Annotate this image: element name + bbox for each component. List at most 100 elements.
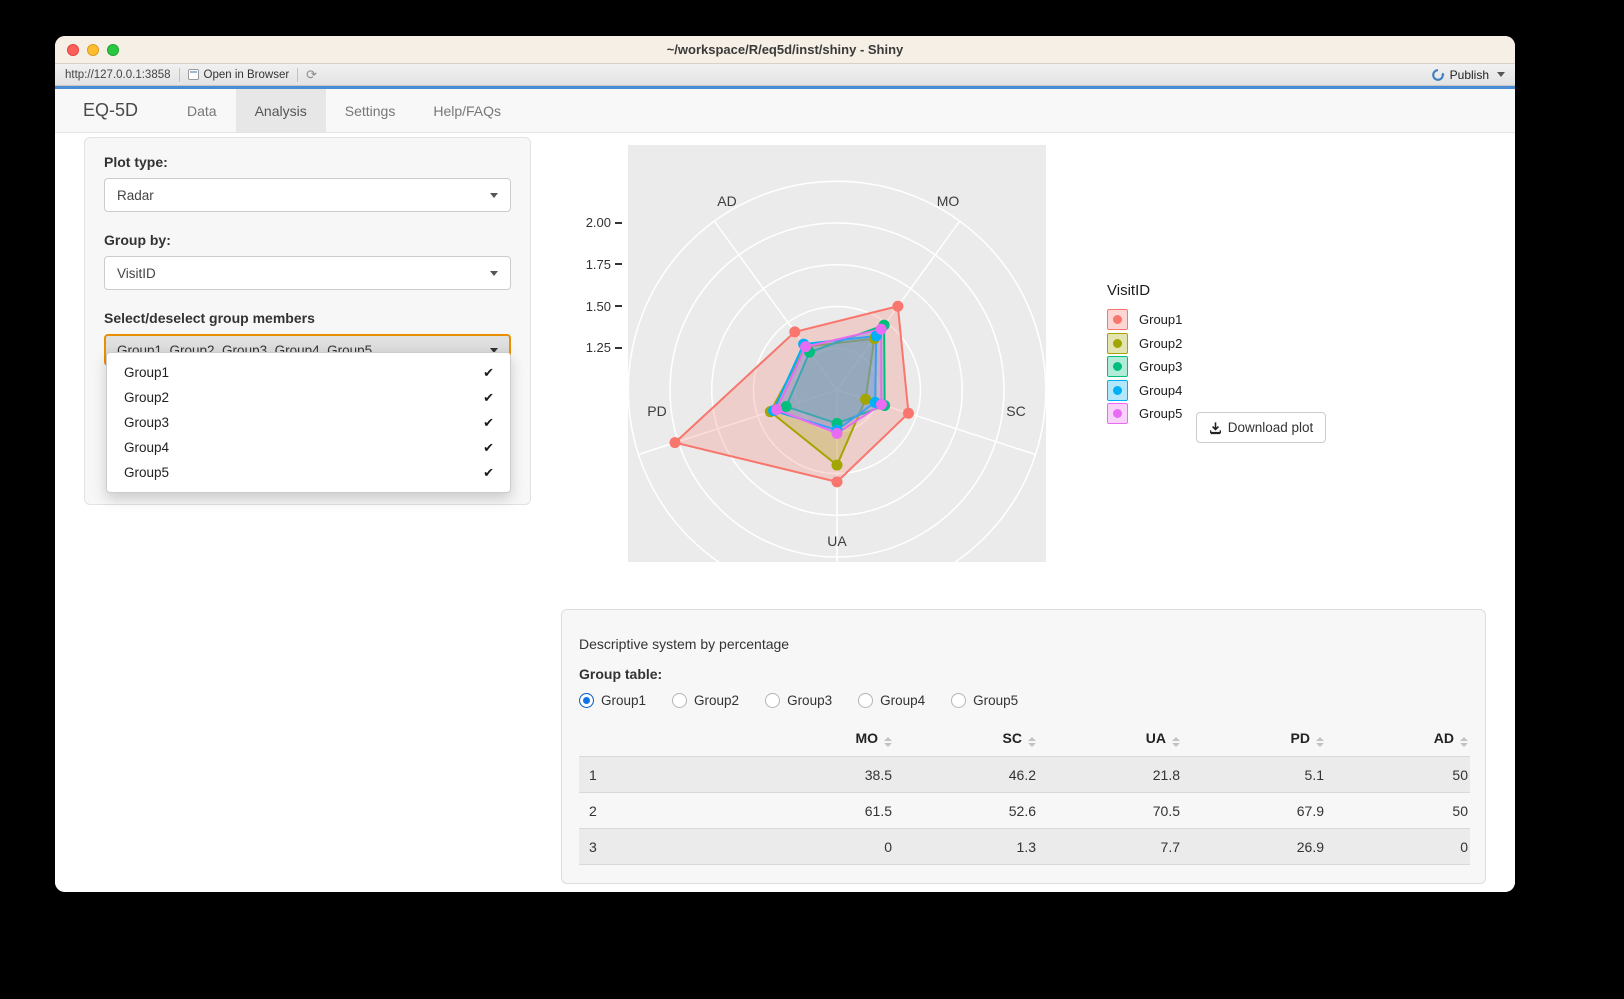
url-text[interactable]: http://127.0.0.1:3858 xyxy=(65,68,171,81)
chevron-down-icon xyxy=(490,192,498,198)
checkmark-icon: ✔ xyxy=(483,389,494,405)
svg-text:UA: UA xyxy=(827,533,847,549)
close-window-button[interactable] xyxy=(67,44,79,56)
window-title: ~/workspace/R/eq5d/inst/shiny - Shiny xyxy=(666,42,904,57)
minimize-window-button[interactable] xyxy=(87,44,99,56)
sort-icon xyxy=(1460,737,1468,747)
legend-item-group4: Group4 xyxy=(1107,379,1182,401)
table-row: 1 38.5 46.2 21.8 5.1 50 xyxy=(579,756,1470,793)
tab-settings[interactable]: Settings xyxy=(344,102,396,119)
svg-text:SC: SC xyxy=(1006,403,1025,419)
dropdown-item-group4[interactable]: Group4 ✔ xyxy=(124,439,494,456)
svg-text:PD: PD xyxy=(647,403,666,419)
chevron-down-icon xyxy=(490,270,498,276)
dropdown-item-group5[interactable]: Group5 ✔ xyxy=(124,464,494,481)
radio-selected-icon xyxy=(579,693,594,708)
download-plot-button[interactable]: Download plot xyxy=(1196,412,1326,443)
navbar-brand[interactable]: EQ-5D xyxy=(83,100,139,120)
app-window: ~/workspace/R/eq5d/inst/shiny - Shiny ht… xyxy=(55,36,1515,892)
table-corner-header xyxy=(579,724,750,757)
sort-icon xyxy=(1172,737,1180,747)
checkmark-icon: ✔ xyxy=(483,364,494,380)
radar-chart: MO SC UA PD AD xyxy=(628,180,1046,562)
column-header-ua[interactable]: UA xyxy=(1038,724,1182,757)
chart-legend: VisitID Group1 Group2 Group3 Group4 Group5 xyxy=(1107,282,1182,427)
download-icon xyxy=(1209,421,1221,434)
table-cell: 67.9 xyxy=(1182,792,1326,829)
publish-button[interactable]: Publish xyxy=(1431,68,1505,82)
plot-type-select[interactable]: Radar xyxy=(104,178,511,212)
group-table-radio-group4[interactable]: Group4 xyxy=(858,693,925,708)
dropdown-item-group1[interactable]: Group1 ✔ xyxy=(124,364,494,381)
legend-item-group3: Group3 xyxy=(1107,356,1182,377)
table-cell: 46.2 xyxy=(894,756,1038,793)
app-navbar: EQ-5D Data Analysis Settings Help/FAQs xyxy=(55,89,1515,133)
legend-item-group5: Group5 xyxy=(1107,403,1182,424)
legend-swatch xyxy=(1107,403,1128,424)
dropdown-item-group3[interactable]: Group3 ✔ xyxy=(124,414,494,431)
tab-analysis[interactable]: Analysis xyxy=(235,89,326,132)
legend-swatch xyxy=(1107,379,1128,401)
descriptive-table-panel: Descriptive system by percentage Group t… xyxy=(561,609,1486,884)
publish-swirl-icon xyxy=(1431,68,1445,81)
sort-icon xyxy=(1316,737,1324,747)
radial-axis-tick: 2.00 xyxy=(552,215,622,230)
reload-icon[interactable]: ⟳ xyxy=(306,66,318,82)
row-header: 2 xyxy=(579,792,750,829)
group-table-radio-group3[interactable]: Group3 xyxy=(765,693,832,708)
column-header-mo[interactable]: MO xyxy=(750,724,894,757)
legend-item-group2: Group2 xyxy=(1107,332,1182,354)
group-table-label: Group table: xyxy=(579,666,663,682)
table-cell: 0 xyxy=(750,828,894,865)
plot-type-label: Plot type: xyxy=(104,154,168,170)
open-in-browser-button[interactable]: Open in Browser xyxy=(187,69,289,81)
percentage-table: MO SC UA PD AD 1 38.5 46.2 21.8 5.1 50 2 61.5 52.6 70… xyxy=(579,724,1470,865)
dropdown-item-group2[interactable]: Group2 ✔ xyxy=(124,389,494,406)
radial-axis-tick: 1.25 xyxy=(552,340,622,355)
radar-chart-panel: MO SC UA PD AD xyxy=(628,145,1046,562)
table-cell: 52.6 xyxy=(894,792,1038,829)
checkmark-icon: ✔ xyxy=(483,464,494,480)
chevron-down-icon xyxy=(490,347,498,353)
legend-item-group1: Group1 xyxy=(1107,309,1182,330)
group-members-dropdown-menu: Group1 ✔ Group2 ✔ Group3 ✔ Group4 ✔ Group5 ✔ xyxy=(106,352,511,493)
browser-window-icon xyxy=(187,69,199,80)
browser-toolbar: http://127.0.0.1:3858 Open in Browser ⟳ … xyxy=(55,64,1515,86)
sort-icon xyxy=(884,737,892,747)
group-by-select[interactable]: VisitID xyxy=(104,256,511,290)
toolbar-divider xyxy=(297,67,299,82)
toolbar-divider xyxy=(178,67,180,82)
table-cell: 21.8 xyxy=(1038,756,1182,793)
zoom-window-button[interactable] xyxy=(107,44,119,56)
group-table-radio-group1[interactable]: Group1 xyxy=(579,693,646,708)
table-cell: 50 xyxy=(1326,792,1470,829)
page-content: Plot type: Radar Group by: VisitID Selec… xyxy=(55,133,1515,891)
table-cell: 50 xyxy=(1326,756,1470,793)
radar-series-group2 xyxy=(769,337,876,467)
table-row: 3 0 1.3 7.7 26.9 0 xyxy=(579,828,1470,865)
radio-icon xyxy=(951,693,967,708)
column-header-pd[interactable]: PD xyxy=(1182,724,1326,757)
legend-swatch xyxy=(1107,332,1128,354)
radio-icon xyxy=(672,693,688,708)
tab-data[interactable]: Data xyxy=(187,102,217,119)
table-cell: 61.5 xyxy=(750,792,894,829)
table-cell: 5.1 xyxy=(1182,756,1326,793)
group-table-radio-group2[interactable]: Group2 xyxy=(672,693,739,708)
column-header-sc[interactable]: SC xyxy=(894,724,1038,757)
group-table-radio-group5[interactable]: Group5 xyxy=(951,693,1018,708)
table-cell: 0 xyxy=(1326,828,1470,865)
group-by-label: Group by: xyxy=(104,232,171,248)
radial-axis-tick: 1.50 xyxy=(552,299,622,314)
checkmark-icon: ✔ xyxy=(483,414,494,430)
radar-series-group5 xyxy=(775,327,883,435)
table-cell: 1.3 xyxy=(894,828,1038,865)
column-header-ad[interactable]: AD xyxy=(1326,724,1470,757)
table-cell: 26.9 xyxy=(1182,828,1326,865)
tab-help-faqs[interactable]: Help/FAQs xyxy=(433,102,502,119)
legend-swatch xyxy=(1107,309,1128,330)
group-members-label: Select/deselect group members xyxy=(104,310,315,326)
sort-icon xyxy=(1028,737,1036,747)
radial-axis-tick: 1.75 xyxy=(552,257,622,272)
row-header: 3 xyxy=(579,828,750,865)
